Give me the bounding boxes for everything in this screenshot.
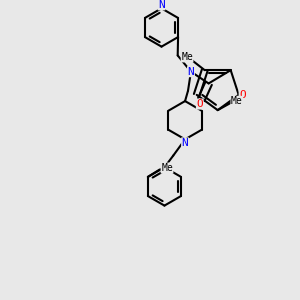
Text: Me: Me: [231, 96, 243, 106]
Text: O: O: [239, 90, 246, 100]
Text: Me: Me: [181, 52, 193, 62]
Text: N: N: [182, 138, 188, 148]
Text: Me: Me: [161, 163, 173, 173]
Text: N: N: [158, 0, 165, 10]
Text: N: N: [188, 67, 194, 77]
Text: O: O: [196, 99, 203, 109]
